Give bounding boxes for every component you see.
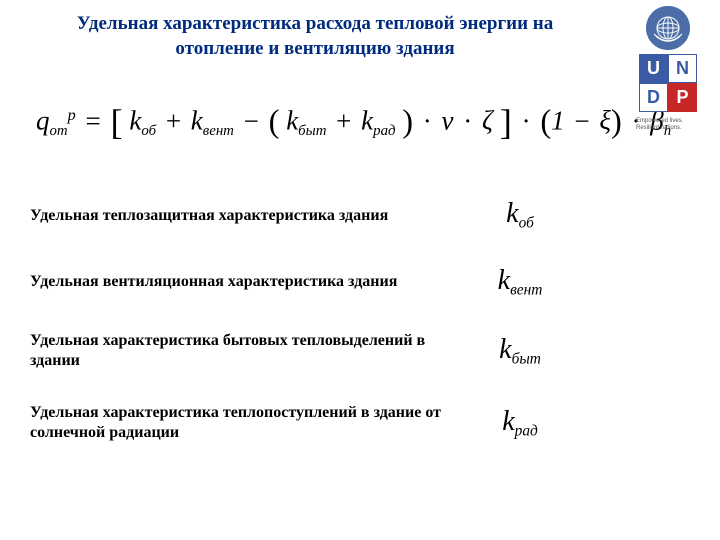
definition-label: Удельная вентиляционная характеристика з… <box>30 272 450 292</box>
main-formula: qотр = [ kоб + kвент − ( kбыт + kрад ) ·… <box>36 101 690 143</box>
definition-row: Удельная характеристика теплопоступлений… <box>30 403 690 443</box>
undp-letter: D <box>639 83 668 112</box>
definition-symbol: kоб <box>450 198 590 232</box>
undp-letter-grid: U N D P <box>639 54 697 112</box>
definition-symbol: kвент <box>450 265 590 299</box>
definition-row: Удельная характеристика бытовых тепловыд… <box>30 331 690 371</box>
slide-title: Удельная характеристика расхода тепловой… <box>40 12 590 61</box>
definitions-list: Удельная теплозащитная характеристика зд… <box>30 198 690 443</box>
un-emblem-icon <box>646 6 690 50</box>
undp-letter: P <box>668 83 697 112</box>
definition-label: Удельная характеристика теплопоступлений… <box>30 403 450 443</box>
definition-row: Удельная теплозащитная характеристика зд… <box>30 198 690 232</box>
undp-letter: N <box>668 54 697 83</box>
definition-row: Удельная вентиляционная характеристика з… <box>30 265 690 299</box>
undp-tagline: Empowered lives. Resilient nations. <box>636 118 700 131</box>
slide: U N D P Empowered lives. Resilient natio… <box>0 0 720 540</box>
definition-label: Удельная теплозащитная характеристика зд… <box>30 206 450 226</box>
definition-label: Удельная характеристика бытовых тепловыд… <box>30 331 450 371</box>
undp-letter: U <box>639 54 668 83</box>
undp-logo: U N D P Empowered lives. Resilient natio… <box>636 6 700 131</box>
definition-symbol: kбыт <box>450 334 590 368</box>
definition-symbol: kрад <box>450 406 590 440</box>
